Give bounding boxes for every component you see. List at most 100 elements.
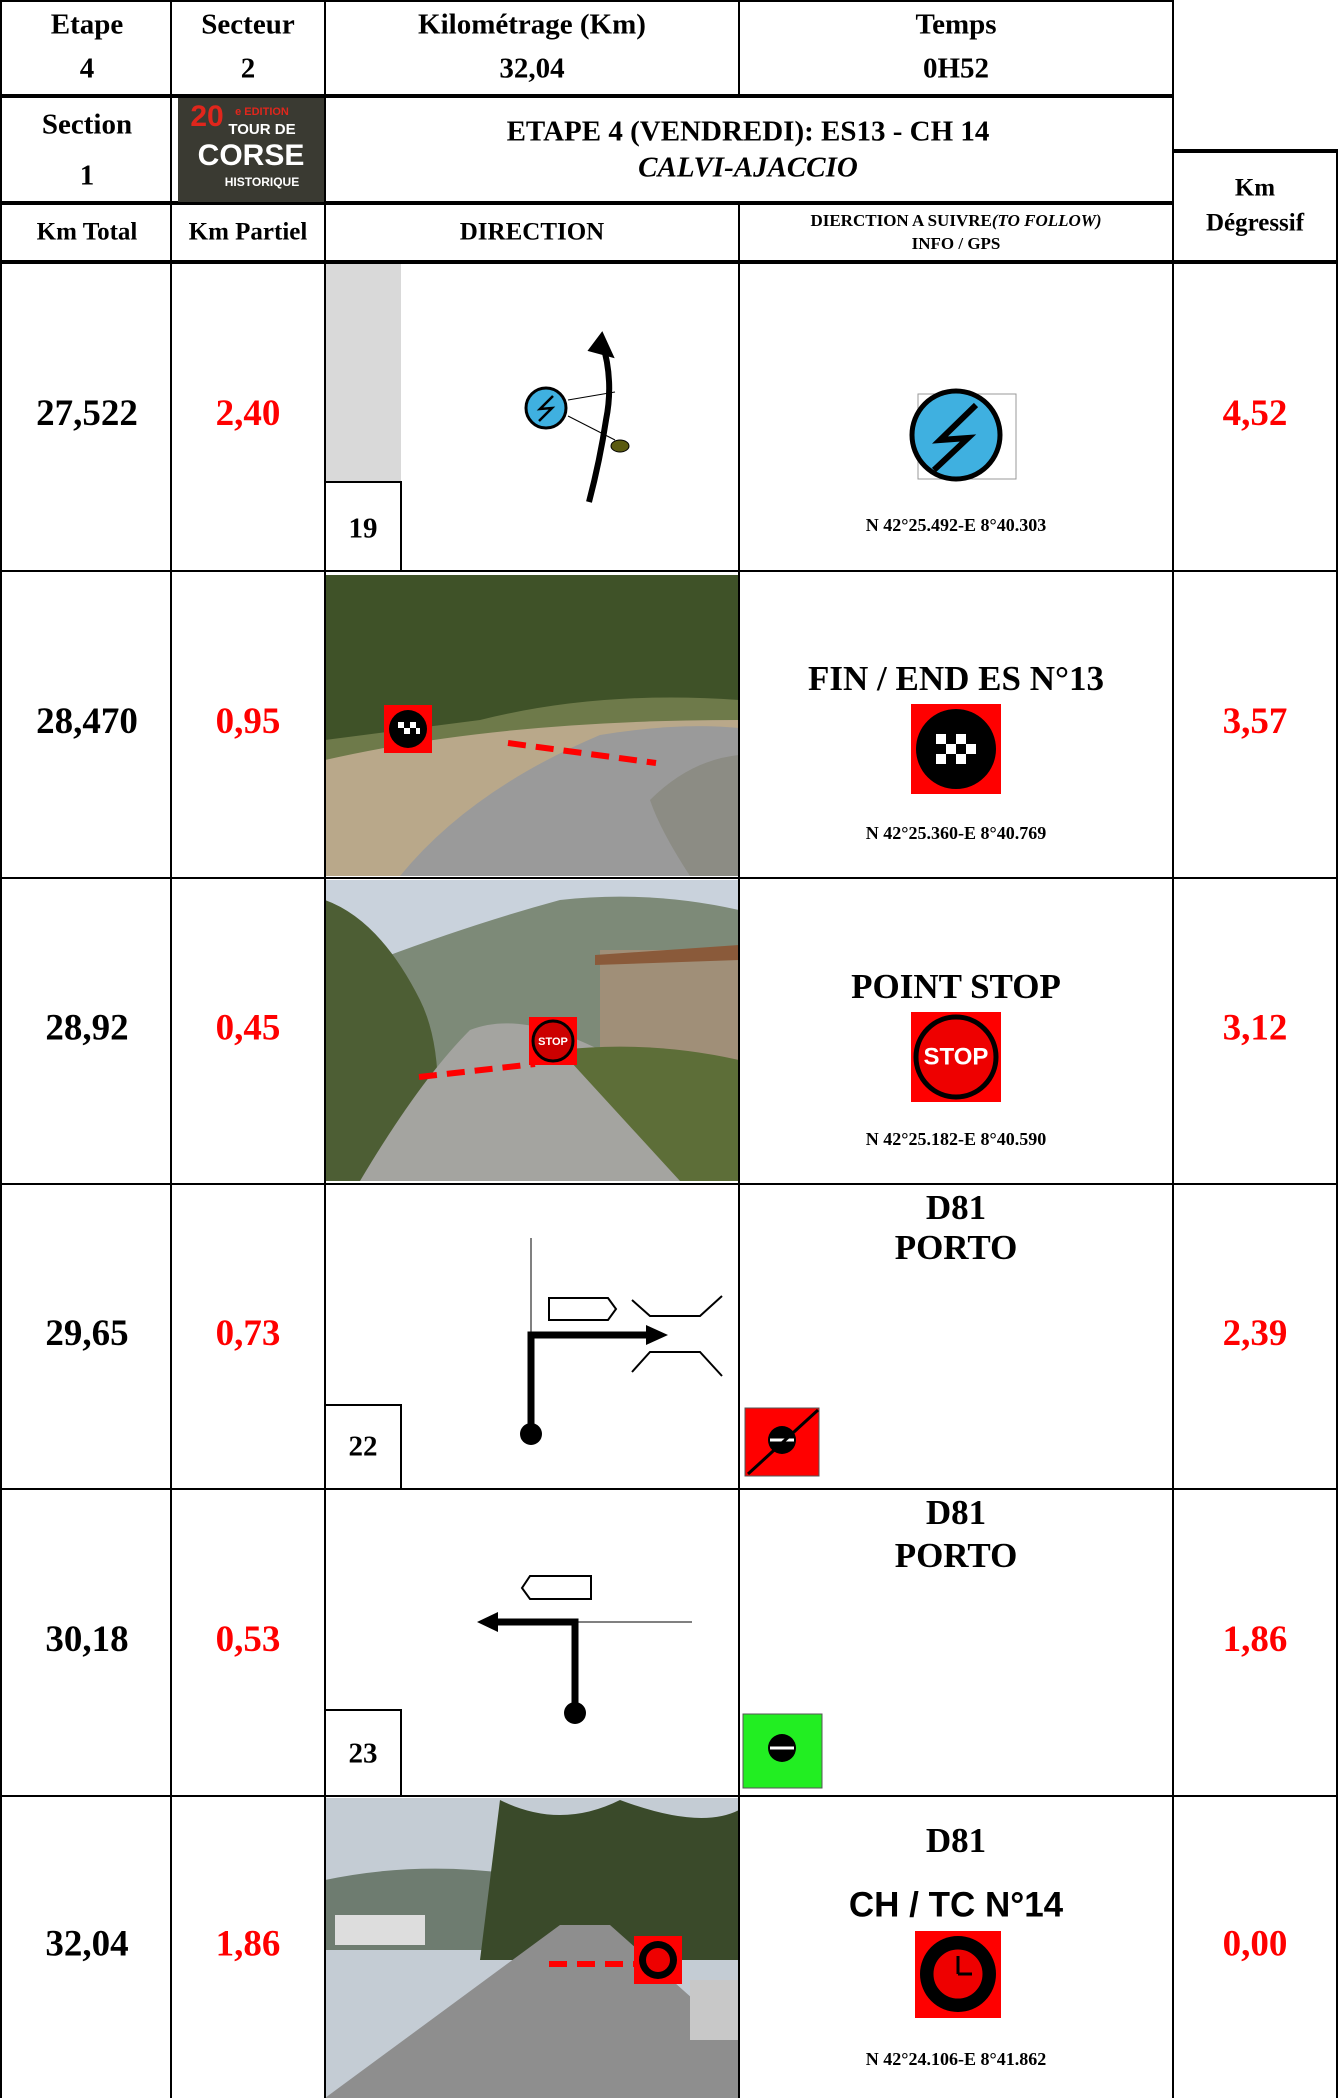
diagram-22 <box>520 1238 723 1445</box>
box-number: 19 <box>349 513 378 545</box>
logo-part <box>178 98 324 202</box>
col-follow: DIERCTION A SUIVRE(TO FOLLOW) <box>810 211 1101 230</box>
icon-finish <box>911 704 1001 794</box>
km-degressif: 1,86 <box>1223 1619 1288 1660</box>
photo-end-es-part <box>650 755 739 876</box>
col-km-deg: Dégressif <box>1206 210 1305 237</box>
temps: 0H52 <box>923 53 989 85</box>
km-label: Kilométrage (Km) <box>418 9 646 41</box>
photo-ch-part <box>335 1915 425 1945</box>
logo-number: 20 <box>190 100 223 133</box>
info-line: PORTO <box>895 1536 1018 1575</box>
logo-edition: e EDITION <box>235 106 289 118</box>
km-degressif: 2,39 <box>1223 1313 1288 1354</box>
icon-helmet-end-part <box>746 1408 820 1476</box>
km-total: 28,470 <box>36 701 138 742</box>
icon-es-part <box>931 402 979 473</box>
km-total: 32,04 <box>45 1923 128 1964</box>
km-degressif: 3,57 <box>1223 701 1288 742</box>
km-degressif: 0,00 <box>1223 1923 1288 1964</box>
photo-end-es <box>325 575 739 876</box>
logo: 20 e EDITION TOUR DE CORSE HISTORIQUE <box>178 98 324 202</box>
info-line: CH / TC N°14 <box>849 1885 1064 1924</box>
km-partiel: 0,53 <box>216 1619 281 1660</box>
photo-end-es-part <box>398 722 420 734</box>
col-km-deg: Km <box>1235 175 1275 202</box>
icon-helmet-end <box>744 1407 820 1477</box>
km-partiel: 0,45 <box>216 1007 281 1048</box>
diagram-22-part <box>646 1325 668 1345</box>
subtitle: CALVI-AJACCIO <box>638 152 858 184</box>
icon-stop: STOP <box>911 1012 1001 1102</box>
gps: N 42°25.182-E 8°40.590 <box>866 1129 1046 1149</box>
icon-es <box>909 388 1017 482</box>
photo-ch-part <box>646 1948 670 1972</box>
info-line: D81 <box>926 1493 986 1532</box>
icon-stop-part <box>913 1014 999 1100</box>
table-grid-part <box>324 1709 402 1797</box>
km-degressif: 4,52 <box>1223 393 1288 434</box>
photo-stop-part <box>418 1061 536 1080</box>
km: 32,04 <box>499 53 564 85</box>
table-grid-part <box>324 1404 402 1490</box>
diagram-22-part <box>548 1297 618 1321</box>
temps-label: Temps <box>915 9 996 41</box>
diagram-19-part <box>586 341 613 503</box>
diagram-19-part <box>567 391 616 401</box>
info-line: D81 <box>926 1188 986 1227</box>
diagram-23-part <box>520 1575 592 1600</box>
photo-stop-part <box>595 945 739 965</box>
col-km-partiel: Km Partiel <box>189 219 308 246</box>
col-follow-fr: DIERCTION A SUIVRE <box>810 211 991 230</box>
km-partiel: 0,73 <box>216 1313 281 1354</box>
gps: N 42°25.492-E 8°40.303 <box>866 515 1046 535</box>
logo-line1: TOUR DE <box>228 121 295 138</box>
diagram-23-part <box>477 1612 498 1632</box>
photo-ch-part <box>480 1800 739 1960</box>
logo-line3: HISTORIQUE <box>225 175 299 189</box>
info-line: POINT STOP <box>851 967 1061 1006</box>
photo-ch-part <box>690 1980 739 2040</box>
etape-label: Etape <box>51 9 124 41</box>
icon-finish-part <box>936 734 976 764</box>
table-grid-part <box>324 481 402 572</box>
col-km-total: Km Total <box>37 219 138 246</box>
icon-helmet-start <box>742 1713 823 1789</box>
km-partiel: 1,86 <box>216 1923 281 1964</box>
km-total: 30,18 <box>45 1619 128 1660</box>
info-line: FIN / END ES N°13 <box>808 659 1104 698</box>
icon-ch-part <box>956 1956 972 1976</box>
icon-ch <box>915 1931 1001 2018</box>
km-partiel: 0,95 <box>216 701 281 742</box>
info-line: PORTO <box>895 1228 1018 1267</box>
section: 1 <box>80 160 95 192</box>
km-degressif: 3,12 <box>1223 1007 1288 1048</box>
photo-ch <box>325 1798 739 2098</box>
etape: 4 <box>80 53 95 85</box>
diagram-19-part <box>567 415 616 441</box>
diagram-23 <box>477 1575 692 1724</box>
gps: N 42°25.360-E 8°40.769 <box>866 823 1046 843</box>
photo-stop-part <box>560 1046 739 1181</box>
diagram-19-part <box>610 439 630 453</box>
photo-stop-part <box>600 950 739 1060</box>
icon-es-part <box>909 388 1003 482</box>
photo-end-es-part <box>325 575 739 740</box>
photo-end-es-part <box>507 740 657 766</box>
section-label: Section <box>42 109 132 141</box>
stop-sign-text: STOP <box>538 1036 568 1048</box>
col-info: INFO / GPS <box>912 234 1001 253</box>
diagram-22-part <box>520 1423 542 1445</box>
secteur: 2 <box>241 53 256 85</box>
col-direction: DIRECTION <box>460 219 604 246</box>
col-follow-en: (TO FOLLOW) <box>992 211 1102 230</box>
km-partiel: 2,40 <box>216 393 281 434</box>
photo-stop-part <box>531 1019 575 1063</box>
diagram-19-part <box>325 262 401 482</box>
km-total: 28,92 <box>45 1007 128 1048</box>
secteur-label: Secteur <box>201 9 295 41</box>
title: ETAPE 4 (VENDREDI): ES13 - CH 14 <box>507 116 990 148</box>
